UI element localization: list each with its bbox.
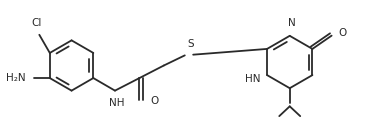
- Text: O: O: [338, 28, 346, 38]
- Text: S: S: [187, 39, 194, 49]
- Text: H₂N: H₂N: [6, 73, 25, 83]
- Text: HN: HN: [245, 74, 261, 84]
- Text: N: N: [288, 18, 295, 28]
- Text: NH: NH: [109, 98, 124, 108]
- Text: O: O: [150, 96, 158, 107]
- Text: Cl: Cl: [31, 18, 42, 29]
